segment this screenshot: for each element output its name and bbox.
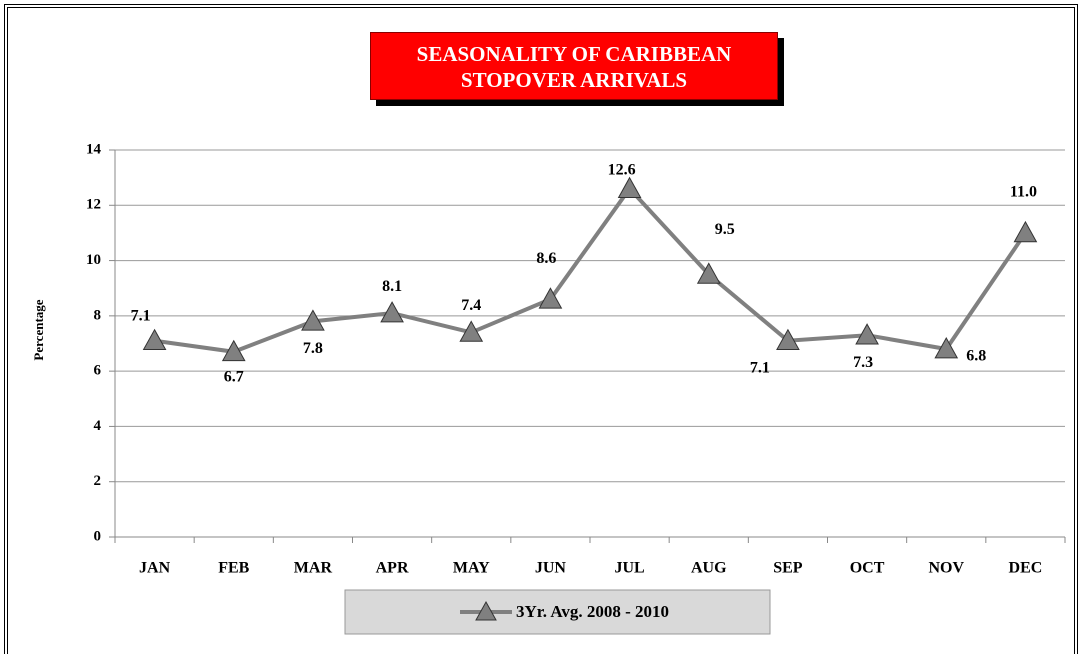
data-label: 7.1 <box>131 307 151 324</box>
data-label: 7.1 <box>750 359 770 376</box>
marker <box>617 176 642 198</box>
marker <box>934 336 959 359</box>
marker <box>380 301 404 323</box>
x-tick-label: APR <box>376 560 409 577</box>
marker <box>538 287 563 309</box>
marker <box>776 328 800 351</box>
marker <box>221 339 246 362</box>
data-label: 12.6 <box>608 161 636 178</box>
x-tick-label: OCT <box>850 560 885 577</box>
y-tick-label: 10 <box>86 252 101 268</box>
data-label: 11.0 <box>1010 184 1037 201</box>
data-label: 7.3 <box>853 354 873 371</box>
x-tick-label: FEB <box>218 560 249 577</box>
y-tick-label: 4 <box>94 418 102 434</box>
y-tick-label: 0 <box>94 528 102 544</box>
marker <box>459 320 484 342</box>
x-tick-label: DEC <box>1009 560 1043 577</box>
data-label: 7.4 <box>461 297 481 314</box>
x-tick-label: JAN <box>139 560 171 577</box>
x-tick-label: AUG <box>691 560 727 577</box>
data-label: 8.6 <box>536 250 556 267</box>
frame <box>4 4 1078 654</box>
y-axis-label: Percentage <box>31 299 46 360</box>
data-label: 6.7 <box>224 368 244 385</box>
x-tick-label: NOV <box>928 560 964 577</box>
x-tick-label: MAR <box>294 560 333 577</box>
x-tick-label: JUN <box>535 560 567 577</box>
y-tick-label: 2 <box>94 473 102 489</box>
x-tick-label: JUL <box>614 560 644 577</box>
y-tick-label: 14 <box>86 141 102 157</box>
x-tick-label: MAY <box>453 560 490 577</box>
chart-title: SEASONALITY OF CARIBBEAN STOPOVER ARRIVA… <box>370 32 778 100</box>
y-tick-label: 8 <box>94 307 102 323</box>
marker <box>142 328 167 351</box>
marker <box>301 309 325 331</box>
legend-marker <box>475 600 497 621</box>
legend-box <box>344 589 771 635</box>
y-tick-label: 6 <box>94 363 102 379</box>
data-label: 8.1 <box>382 278 402 295</box>
data-label: 7.8 <box>303 340 323 357</box>
line <box>154 185 1028 354</box>
data-label: 9.5 <box>715 221 735 238</box>
y-tick-label: 12 <box>86 197 101 213</box>
marker <box>1013 220 1038 243</box>
x-tick-label: SEP <box>773 560 803 577</box>
legend-label: 3Yr. Avg. 2008 - 2010 <box>516 602 669 621</box>
data-label: 6.8 <box>966 348 986 365</box>
marker <box>696 262 721 284</box>
marker <box>855 323 879 345</box>
